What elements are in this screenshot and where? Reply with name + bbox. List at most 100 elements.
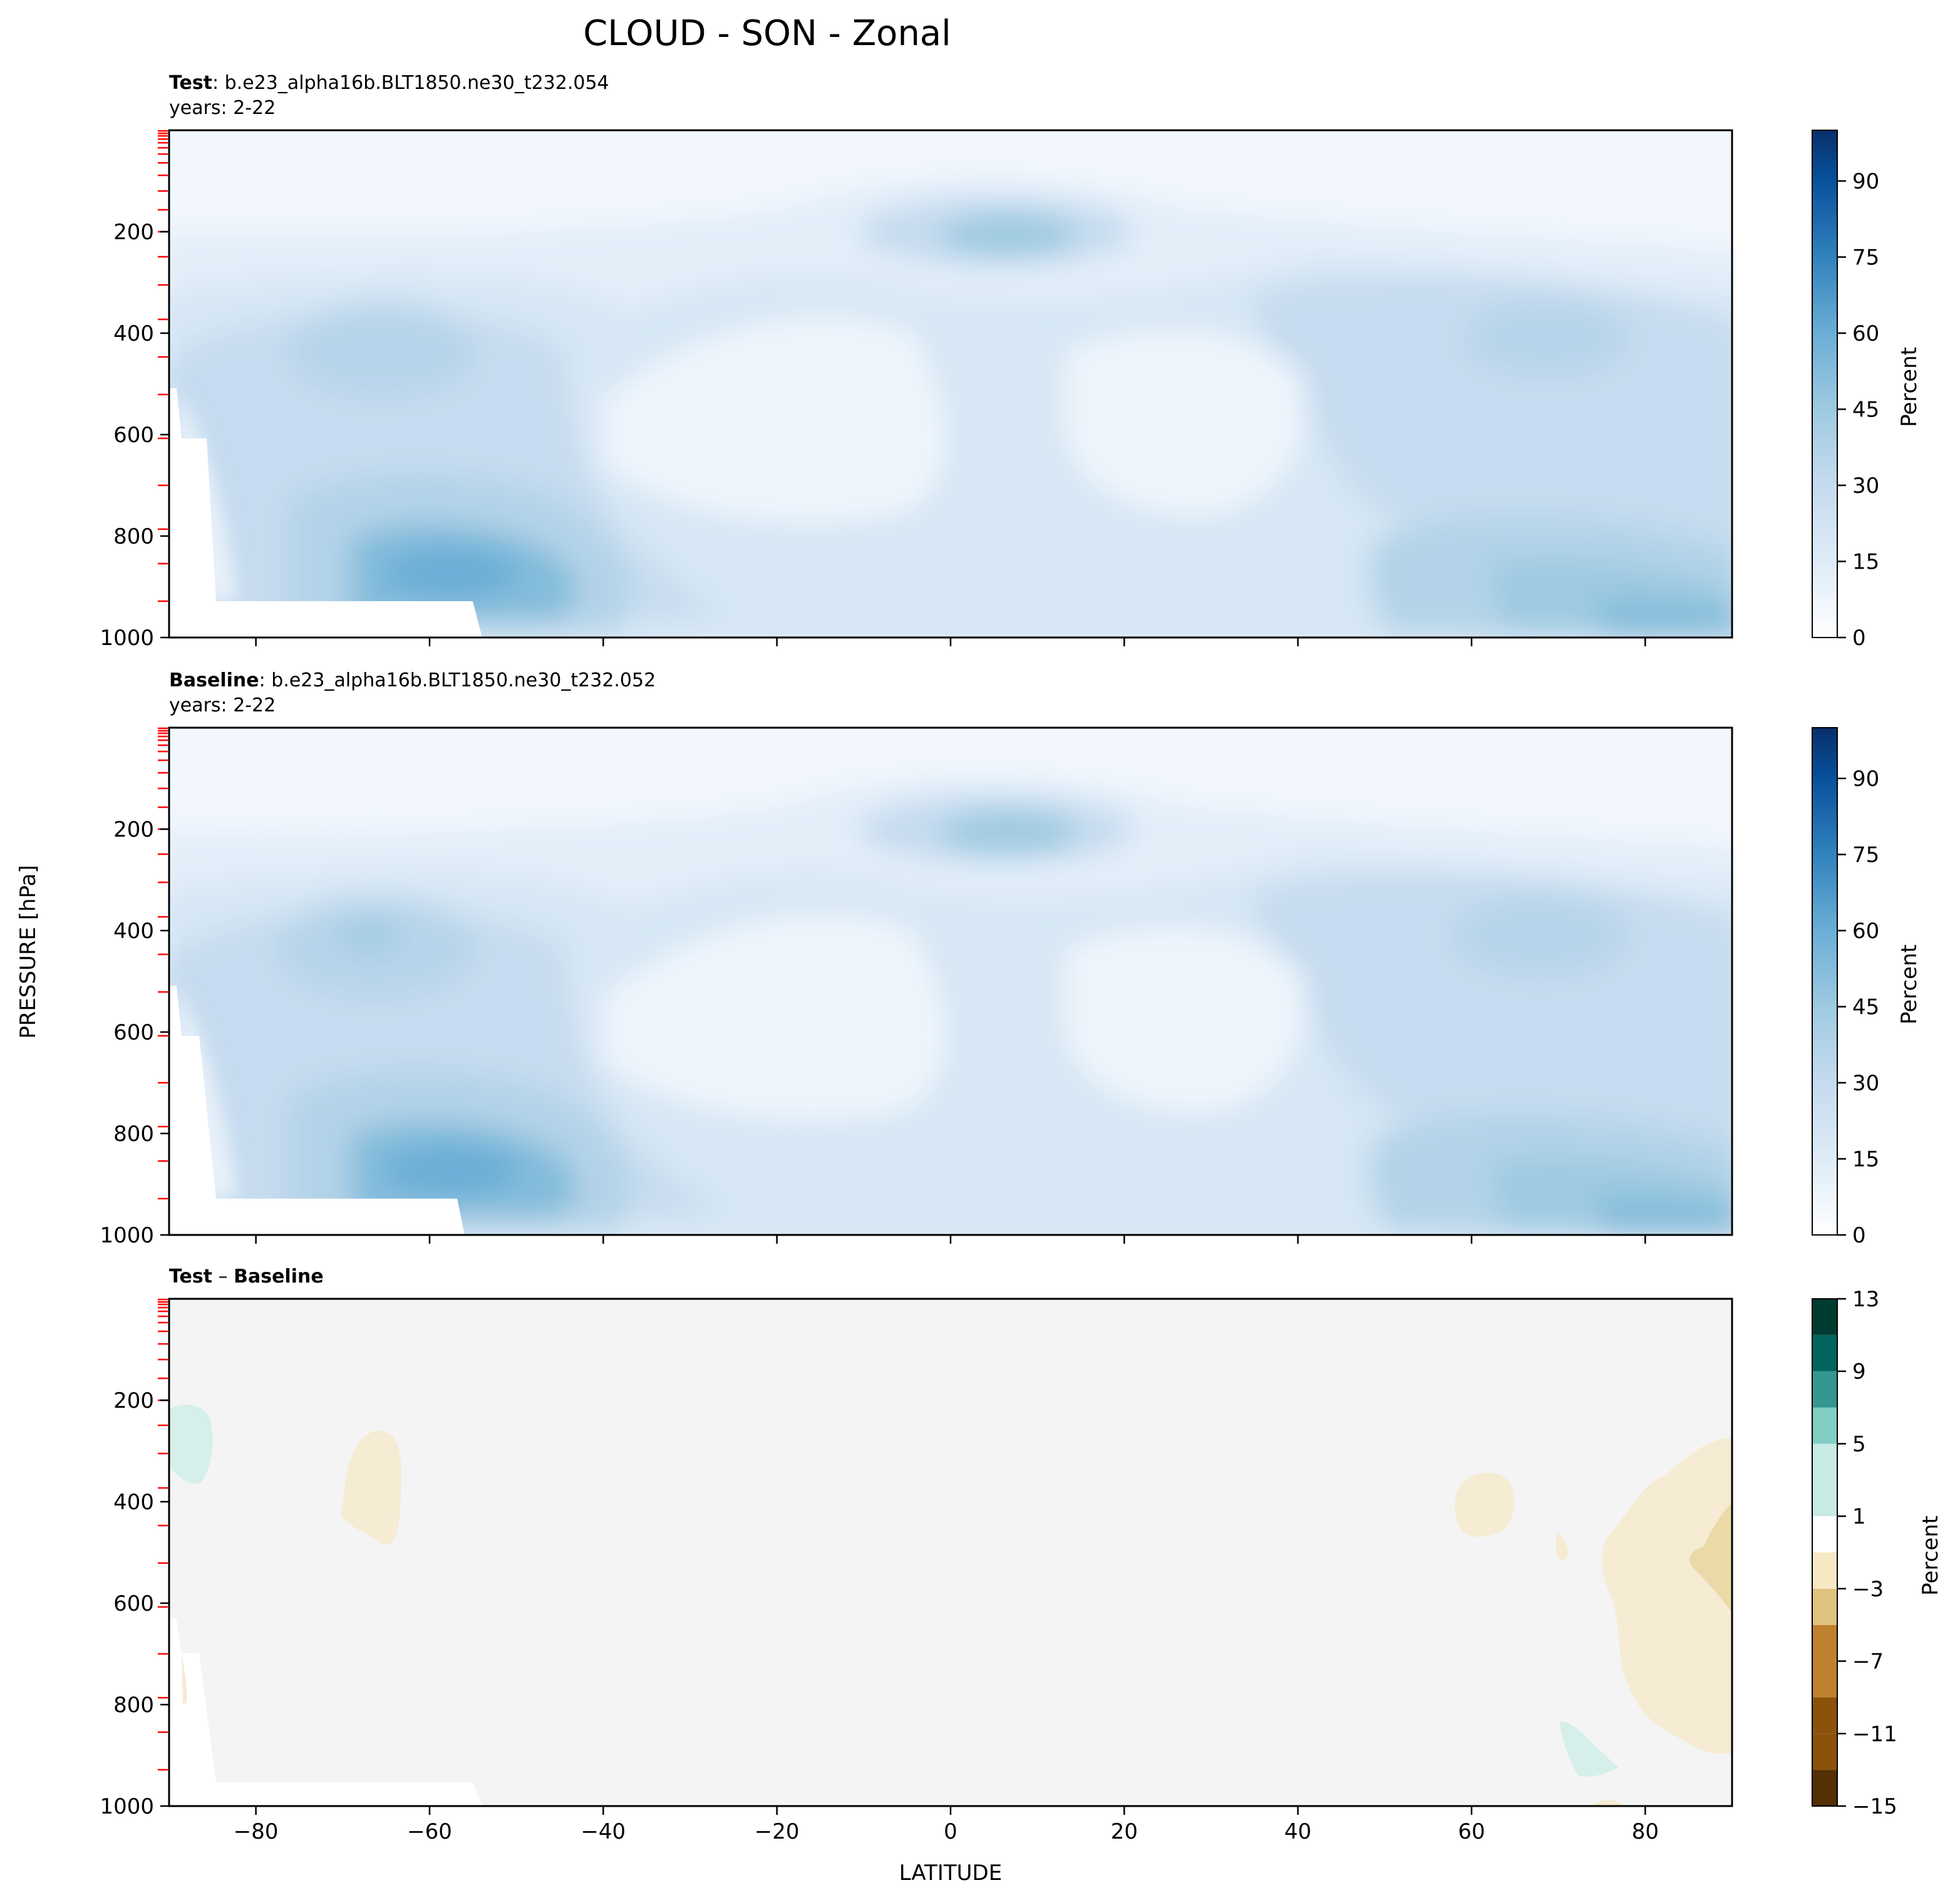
difference-colorbar-label: Percent <box>1918 1515 1943 1596</box>
difference-colorbar-band <box>1812 1335 1837 1371</box>
baseline-colorbar: 0 15 30 45 60 75 90 Percent <box>1812 727 1922 1248</box>
difference-colorbar-ticks: 13 9 5 1 −3 −7 −11 −15 <box>1837 1287 1897 1819</box>
difference-colorbar-band <box>1812 1661 1837 1698</box>
test-label-bold: Test <box>169 72 212 94</box>
difference-y-tick-label: 800 <box>113 1693 154 1718</box>
test-years: years: 2-22 <box>169 97 276 119</box>
difference-x-tick-label: 40 <box>1284 1819 1311 1844</box>
test-panel: Test: b.e23_alpha16b.BLT1850.ne30_t232.0… <box>100 72 1922 651</box>
difference-colorbar-band <box>1812 1516 1837 1552</box>
difference-y-tick-label: 1000 <box>100 1794 154 1819</box>
test-colorbar-ticks: 0 15 30 45 60 75 90 <box>1837 169 1879 651</box>
difference-colorbar-tick-label: −3 <box>1852 1577 1884 1602</box>
difference-colorbar-band <box>1812 1480 1837 1517</box>
baseline-colorbar-tick-label: 60 <box>1852 919 1879 944</box>
baseline-label-bold: Baseline <box>169 669 259 691</box>
difference-x-tick-label: −20 <box>755 1819 800 1844</box>
baseline-colorbar-tick-label: 75 <box>1852 843 1879 868</box>
difference-colorbar-band <box>1812 1443 1837 1480</box>
baseline-level-markers <box>158 727 168 1200</box>
test-y-tick-label: 600 <box>113 423 154 448</box>
test-colorbar-tick-label: 30 <box>1852 473 1879 498</box>
baseline-colorbar-tick-label: 45 <box>1852 995 1879 1020</box>
difference-colorbar-tick-label: 9 <box>1852 1360 1866 1385</box>
difference-colorbar-tick-label: 13 <box>1852 1287 1879 1312</box>
difference-colorbar-band <box>1812 1770 1837 1806</box>
difference-x-tick-label: 20 <box>1111 1819 1138 1844</box>
baseline-colorbar-tick-label: 0 <box>1852 1223 1866 1248</box>
difference-y-tick-label: 600 <box>113 1591 154 1616</box>
difference-y-tick-label: 200 <box>113 1388 154 1413</box>
difference-colorbar-band <box>1812 1733 1837 1770</box>
test-contour-field <box>169 130 1732 638</box>
test-y-tick-label: 200 <box>113 220 154 245</box>
difference-level-markers <box>158 1298 168 1771</box>
baseline-colorbar-tick-label: 30 <box>1852 1071 1879 1096</box>
difference-x-tick-label: −40 <box>580 1819 626 1844</box>
difference-x-tick-label: −80 <box>234 1819 279 1844</box>
diff-label-test: Test <box>169 1266 212 1288</box>
difference-panel: Test – Baseline <box>100 1266 1943 1844</box>
test-colorbar-label: Percent <box>1897 347 1922 427</box>
test-level-markers <box>158 130 168 602</box>
baseline-colorbar-ticks: 0 15 30 45 60 75 90 <box>1837 767 1879 1248</box>
test-colorbar-tick-label: 75 <box>1852 245 1879 271</box>
difference-colorbar-tick-label: 5 <box>1852 1432 1866 1457</box>
x-axis-label: LATITUDE <box>899 1861 1002 1886</box>
test-panel-label: Test: b.e23_alpha16b.BLT1850.ne30_t232.0… <box>169 72 609 94</box>
difference-x-tick-label: 80 <box>1632 1819 1659 1844</box>
difference-colorbar-tick-label: 1 <box>1852 1504 1866 1529</box>
baseline-y-tick-label: 800 <box>113 1122 154 1147</box>
difference-colorbar-band <box>1812 1552 1837 1589</box>
difference-colorbar-band <box>1812 1588 1837 1625</box>
baseline-contour-field <box>169 728 1732 1235</box>
baseline-panel-label: Baseline: b.e23_alpha16b.BLT1850.ne30_t2… <box>169 669 656 691</box>
difference-colorbar-tick-label: −11 <box>1852 1722 1897 1747</box>
test-label-case: : b.e23_alpha16b.BLT1850.ne30_t232.054 <box>212 72 609 94</box>
difference-panel-label: Test – Baseline <box>169 1266 324 1288</box>
test-colorbar: 0 15 30 45 60 75 90 Percent <box>1812 130 1922 651</box>
test-colorbar-bar <box>1812 130 1838 638</box>
difference-colorbar-band <box>1812 1697 1837 1734</box>
difference-x-tick-label: 60 <box>1458 1819 1485 1844</box>
difference-contour-field <box>169 1299 1732 1806</box>
baseline-panel: Baseline: b.e23_alpha16b.BLT1850.ne30_t2… <box>100 669 1922 1248</box>
baseline-colorbar-tick-label: 90 <box>1852 767 1879 792</box>
test-axes: 200 400 600 800 1000 <box>100 220 1646 651</box>
difference-colorbar-band <box>1812 1299 1837 1335</box>
diff-label-baseline: Baseline <box>234 1266 324 1288</box>
difference-axes: −80 −60 −40 −20 0 20 40 60 80 200 400 600 800 1000 <box>100 1388 1658 1844</box>
baseline-colorbar-label: Percent <box>1897 944 1922 1025</box>
baseline-colorbar-tick-label: 15 <box>1852 1147 1879 1172</box>
test-colorbar-tick-label: 60 <box>1852 321 1879 346</box>
difference-colorbar-bar <box>1812 1299 1837 1806</box>
y-axis-label: PRESSURE [hPa] <box>16 865 41 1038</box>
baseline-y-tick-label: 200 <box>113 817 154 842</box>
difference-x-tick-label: −60 <box>407 1819 452 1844</box>
baseline-y-tick-label: 400 <box>113 919 154 944</box>
difference-x-tick-label: 0 <box>944 1819 957 1844</box>
baseline-y-tick-label: 600 <box>113 1020 154 1045</box>
baseline-axes: 200 400 600 800 1000 <box>100 817 1646 1248</box>
diff-label-minus: – <box>212 1266 234 1288</box>
test-colorbar-tick-label: 90 <box>1852 169 1879 194</box>
test-colorbar-tick-label: 0 <box>1852 626 1866 651</box>
test-y-tick-label: 1000 <box>100 626 154 651</box>
baseline-y-tick-label: 1000 <box>100 1223 154 1248</box>
difference-colorbar-tick-label: −15 <box>1852 1794 1897 1819</box>
difference-colorbar-tick-label: −7 <box>1852 1650 1884 1675</box>
test-y-tick-label: 800 <box>113 524 154 549</box>
difference-colorbar: 13 9 5 1 −3 −7 −11 −15 Percent <box>1812 1287 1943 1819</box>
test-colorbar-tick-label: 15 <box>1852 550 1879 575</box>
difference-colorbar-band <box>1812 1371 1837 1408</box>
test-y-tick-label: 400 <box>113 321 154 346</box>
difference-colorbar-band <box>1812 1624 1837 1661</box>
test-colorbar-tick-label: 45 <box>1852 398 1879 423</box>
baseline-years: years: 2-22 <box>169 694 276 716</box>
baseline-colorbar-bar <box>1812 727 1838 1236</box>
figure-title: CLOUD - SON - Zonal <box>583 13 951 54</box>
difference-y-tick-label: 400 <box>113 1490 154 1515</box>
baseline-label-case: : b.e23_alpha16b.BLT1850.ne30_t232.052 <box>259 669 656 691</box>
difference-colorbar-band <box>1812 1407 1837 1444</box>
